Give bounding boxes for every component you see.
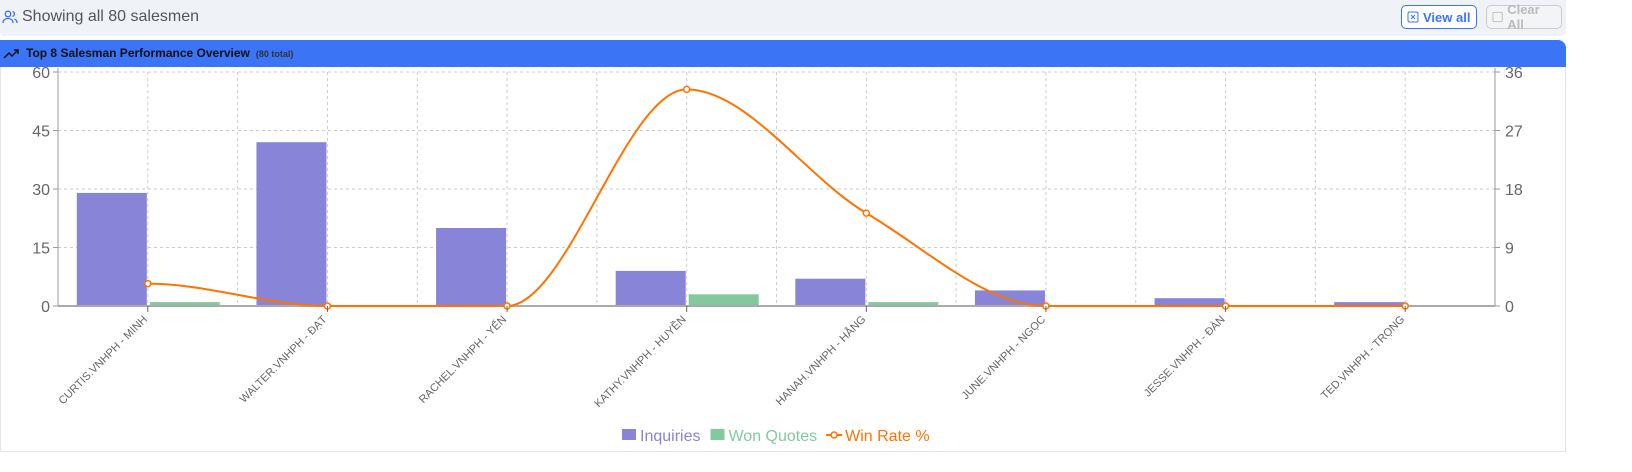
bar-won-quotes — [868, 302, 939, 306]
legend-label: Inquiries — [640, 428, 700, 445]
x-tick-label: HANAH.VNHPH - HẰNG — [773, 313, 868, 408]
square-icon — [1492, 11, 1503, 23]
x-tick-label: CURTIS.VNHPH - MINH — [56, 314, 150, 408]
left-tick-label: 60 — [32, 65, 50, 82]
users-icon — [2, 10, 18, 24]
x-tick-label: JESSE.VNHPH - ĐÀN — [1141, 313, 1228, 400]
win-rate-point — [144, 279, 152, 288]
view-all-label: View all — [1423, 9, 1471, 25]
showing-count-text: Showing all 80 salesmen — [22, 8, 199, 25]
view-all-button[interactable]: View all — [1401, 5, 1477, 29]
top-bar: Showing all 80 salesmen View all Clear A… — [0, 0, 1566, 36]
bar-inquiries — [256, 142, 327, 306]
clear-all-label: Clear All — [1507, 2, 1540, 32]
win-rate-point — [682, 85, 691, 94]
clear-all-button[interactable]: Clear All — [1486, 2, 1562, 32]
trending-up-icon — [3, 49, 19, 59]
bar-inquiries — [795, 278, 866, 306]
bar-inquiries — [974, 290, 1045, 306]
left-tick-label: 45 — [32, 124, 50, 141]
bar-inquiries — [1334, 302, 1405, 306]
panel-header: Top 8 Salesman Performance Overview (80 t… — [0, 40, 1566, 67]
legend-swatch — [622, 429, 636, 440]
bar-inquiries — [76, 192, 147, 306]
right-tick-label: 36 — [1505, 65, 1523, 82]
right-tick-label: 27 — [1505, 124, 1523, 141]
left-tick-label: 30 — [32, 182, 50, 199]
win-rate-point — [862, 209, 871, 217]
x-tick-label: RACHEL.VNHPH - YẾN — [416, 313, 509, 406]
x-tick-label: JUNE.VNHPH - NGỌC — [960, 314, 1048, 402]
left-tick-label: 15 — [32, 241, 50, 258]
legend-swatch — [830, 431, 838, 439]
legend-label: Won Quotes — [728, 428, 817, 445]
legend-label: Win Rate % — [845, 428, 929, 445]
x-tick-label: WALTER.VNHPH - ĐẠT — [238, 313, 330, 405]
x-tick-label: KATHY.VNHPH - HUYỀN — [592, 313, 689, 410]
bar-inquiries — [615, 270, 686, 306]
left-tick-label: 0 — [41, 299, 50, 316]
bar-won-quotes — [688, 294, 759, 306]
win-rate-line — [147, 88, 1406, 308]
right-tick-label: 18 — [1505, 182, 1523, 199]
panel-subtitle: (80 total) — [255, 49, 294, 59]
x-square-icon — [1407, 11, 1419, 23]
x-tick-label: TED.VNHPH - TRỌNG — [1319, 314, 1407, 402]
right-tick-label: 9 — [1505, 241, 1514, 258]
chart-panel — [0, 67, 1566, 452]
bar-inquiries — [1154, 298, 1225, 306]
bar-inquiries — [436, 228, 507, 306]
right-tick-label: 0 — [1505, 299, 1514, 316]
legend-swatch — [710, 429, 725, 440]
bar-won-quotes — [149, 302, 220, 306]
panel-title: Top 8 Salesman Performance Overview — [26, 46, 250, 60]
